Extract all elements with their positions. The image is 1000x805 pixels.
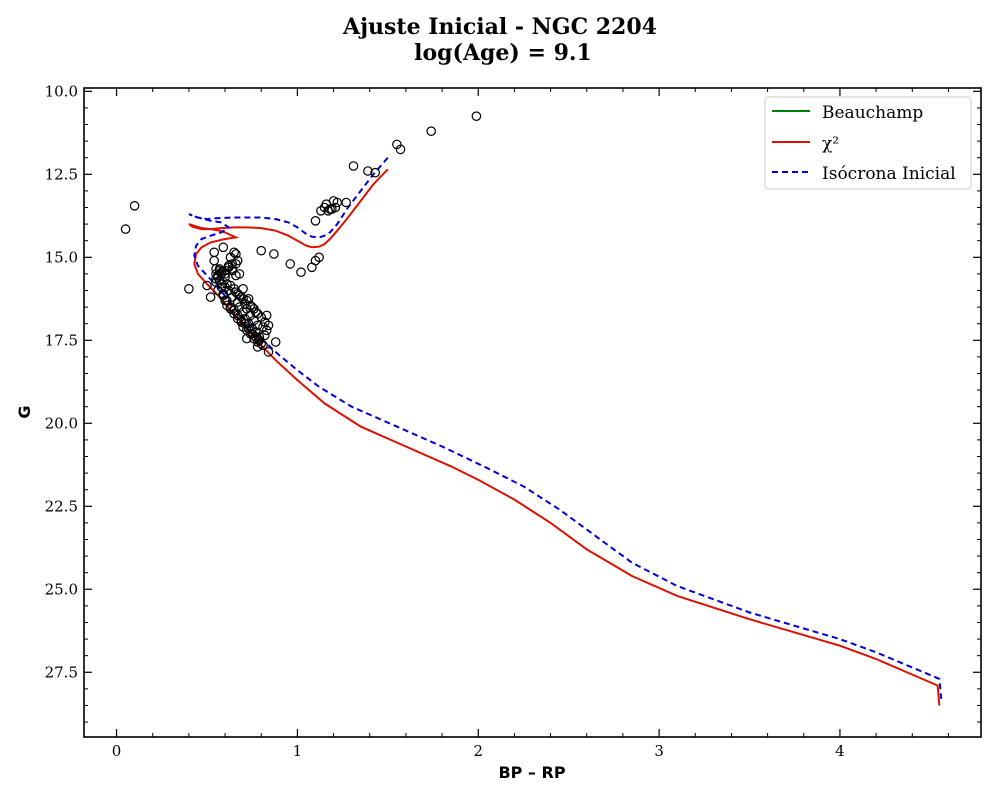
data-point: [363, 166, 373, 176]
data-point: [330, 202, 341, 213]
data-point: [211, 274, 221, 284]
data-point: [231, 249, 241, 259]
data-point: [310, 216, 321, 226]
data-point: [261, 310, 272, 321]
legend-frame: [764, 96, 972, 190]
y-tick-label: 12.5: [45, 165, 78, 183]
series-line-initial: [188, 157, 943, 699]
data-point: [202, 280, 212, 291]
data-point: [471, 111, 482, 121]
data-point: [314, 252, 324, 263]
y-tick-label: 15.0: [45, 248, 78, 266]
y-tick-label: 17.5: [45, 331, 78, 349]
data-point: [232, 255, 243, 266]
y-tick-label: 27.5: [45, 663, 78, 681]
y-tick-label: 10.0: [45, 82, 78, 100]
data-point: [316, 206, 326, 216]
data-point: [205, 292, 216, 302]
data-point: [256, 245, 266, 256]
data-point: [332, 197, 342, 208]
chart-subtitle: log(Age) = 9.1: [414, 40, 592, 66]
data-point: [242, 333, 252, 344]
chart-title: Ajuste Inicial - NGC 2204: [342, 14, 657, 40]
data-point: [261, 325, 272, 336]
data-point: [252, 342, 263, 352]
data-point: [426, 126, 436, 136]
data-point: [243, 293, 254, 304]
data-point: [227, 259, 238, 269]
data-point: [211, 277, 221, 287]
y-tick-label: 20.0: [45, 414, 78, 432]
data-point: [129, 201, 140, 211]
data-point: [238, 283, 248, 294]
x-tick-label: 4: [835, 742, 845, 760]
data-point: [232, 288, 243, 299]
data-point: [258, 340, 268, 351]
data-point: [270, 337, 281, 347]
data-point: [341, 197, 351, 208]
data-point: [120, 224, 131, 234]
data-point: [321, 199, 332, 209]
legend-label-chi2: χ²: [822, 134, 839, 154]
series-line-chi2: [188, 168, 941, 706]
x-axis-label: BP – RP: [498, 763, 565, 782]
data-point: [348, 161, 359, 171]
x-tick-label: 1: [293, 742, 303, 760]
data-point: [395, 144, 406, 155]
data-point: [259, 330, 270, 341]
y-tick-label: 22.5: [45, 497, 78, 515]
legend: Beauchamp χ² Isócrona Inicial: [764, 96, 972, 190]
plot-frame: [83, 87, 982, 738]
data-point: [218, 242, 229, 253]
legend-label-beauchamp: Beauchamp: [822, 103, 923, 123]
data-point: [184, 283, 194, 294]
data-point: [229, 247, 239, 258]
x-tick-label: 0: [112, 742, 122, 760]
x-tick-label: 3: [654, 742, 664, 760]
data-point: [370, 167, 380, 178]
y-tick-label: 25.0: [45, 580, 78, 598]
legend-label-initial-isochrone: Isócrona Inicial: [822, 164, 956, 184]
data-point: [263, 347, 274, 357]
data-point: [269, 249, 279, 259]
data-point: [234, 269, 245, 279]
axes: 0 1 2 3 4 10.0 12.5 15.0 17.5 20.0 22.5 25.0 27.5: [45, 82, 982, 760]
data-point: [285, 259, 295, 269]
data-point: [263, 320, 274, 331]
y-axis-label: G: [15, 405, 34, 418]
data-point: [296, 267, 306, 277]
x-tick-label: 2: [473, 742, 483, 760]
plot-area: [120, 111, 943, 706]
